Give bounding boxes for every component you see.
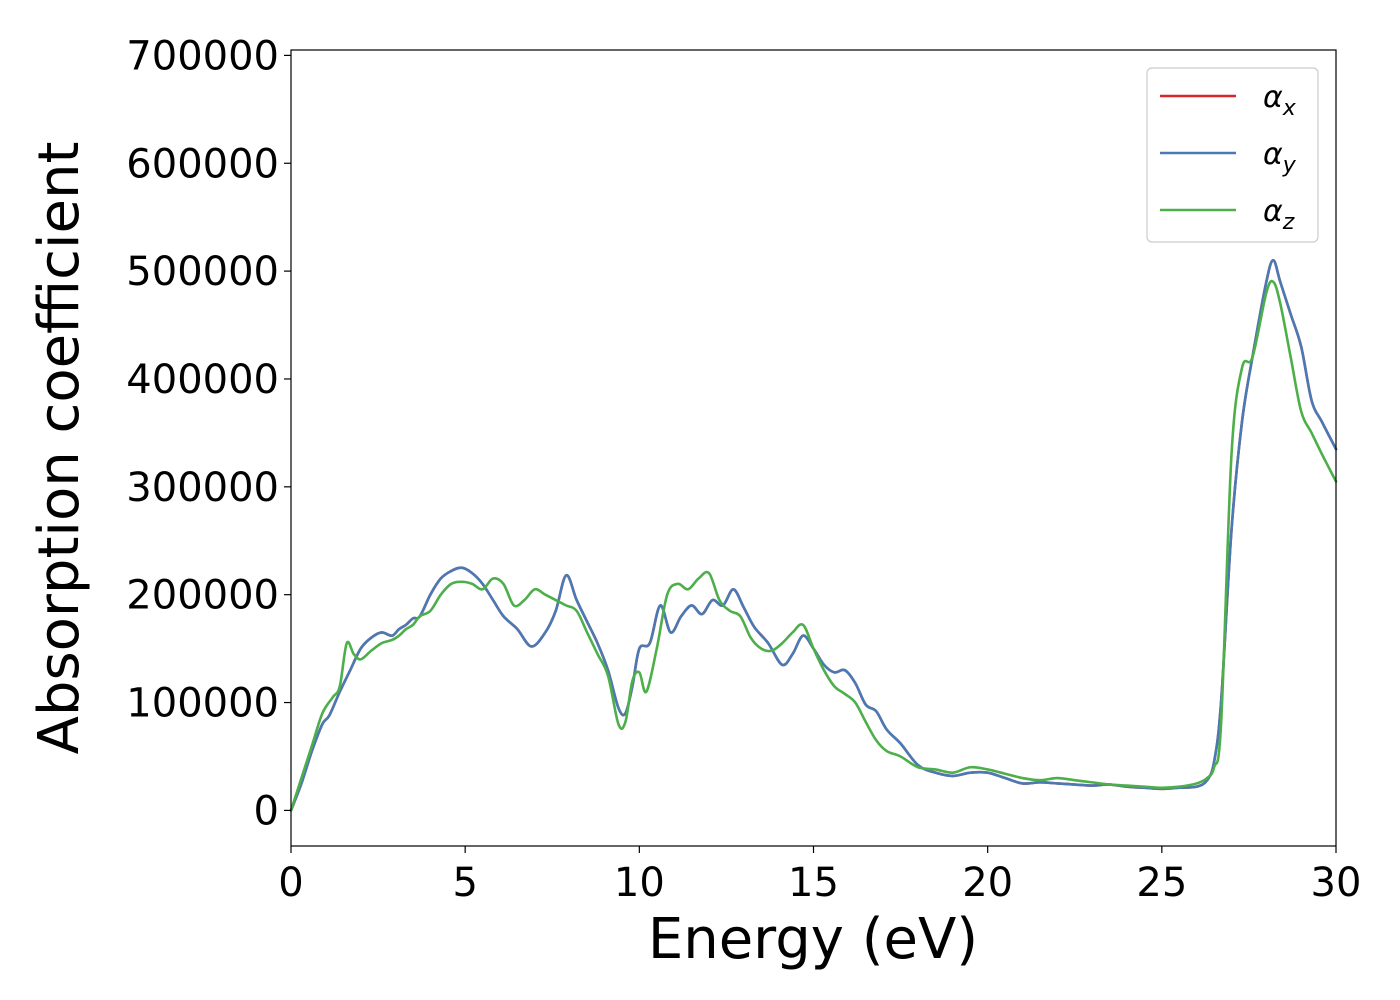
y-tick-label: 0 <box>254 788 279 834</box>
legend-label-subscript: z <box>1282 210 1295 235</box>
x-tick-label: 30 <box>1311 860 1362 906</box>
series-line-x <box>289 259 1338 812</box>
legend-label-x: αx <box>1263 80 1297 121</box>
x-tick-label: 10 <box>614 860 665 906</box>
plot-lines <box>289 259 1338 812</box>
x-tick-label: 15 <box>788 860 839 906</box>
legend-label-y: αy <box>1263 137 1297 178</box>
legend-label-subscript: y <box>1282 153 1297 178</box>
legend-label-subscript: x <box>1282 96 1297 121</box>
legend-box <box>1146 67 1319 243</box>
x-tick-label: 0 <box>278 860 303 906</box>
legend-label-z: αz <box>1263 194 1295 235</box>
x-tick-label: 25 <box>1136 860 1187 906</box>
y-tick-label: 400000 <box>126 357 279 403</box>
y-tick-label: 700000 <box>126 33 279 79</box>
y-axis: 0 100000 200000 300000 400000 500000 600000 700… <box>126 33 291 834</box>
y-tick-label: 100000 <box>126 681 279 727</box>
series-line-y <box>289 259 1338 812</box>
x-axis: 0 5 10 15 20 25 30 <box>278 846 1361 906</box>
legend-label-base: α <box>1263 194 1283 229</box>
y-tick-label: 300000 <box>126 465 279 511</box>
y-tick-label: 600000 <box>126 141 279 187</box>
series-line-z <box>289 279 1338 812</box>
legend-label-base: α <box>1263 137 1283 172</box>
x-tick-label: 20 <box>962 860 1013 906</box>
legend-label-base: α <box>1263 80 1283 115</box>
x-axis-title: Energy (eV) <box>648 907 978 972</box>
y-axis-title: Absorption coefficient <box>27 142 92 755</box>
x-tick-label: 5 <box>452 860 477 906</box>
y-tick-label: 500000 <box>126 249 279 295</box>
y-tick-label: 200000 <box>126 573 279 619</box>
